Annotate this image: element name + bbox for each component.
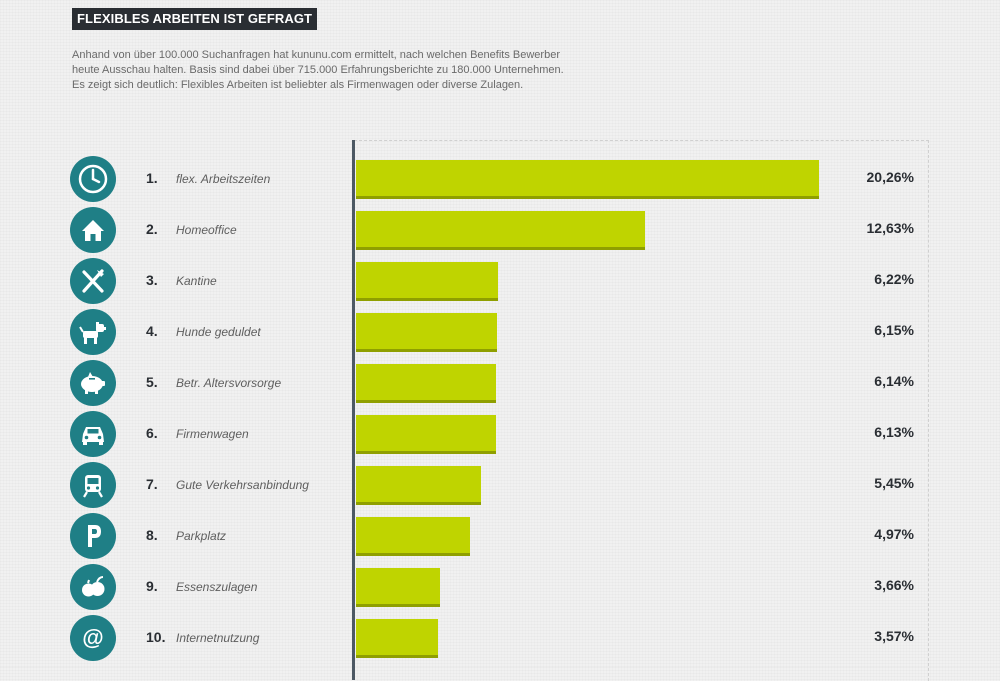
rank-label: 3. xyxy=(146,272,158,288)
chart-row: 3. Kantine 6,22% xyxy=(0,258,1000,309)
piggy-bank-icon xyxy=(70,360,116,406)
bar xyxy=(356,466,481,502)
chart-row: 6. Firmenwagen 6,13% xyxy=(0,411,1000,462)
bar xyxy=(356,517,470,553)
rank-label: 5. xyxy=(146,374,158,390)
category-label: Essenszulagen xyxy=(176,580,258,594)
train-icon xyxy=(70,462,116,508)
parking-icon xyxy=(70,513,116,559)
category-label: Homeoffice xyxy=(176,223,237,237)
chart-row: @10. Internetnutzung 3,57% xyxy=(0,615,1000,666)
bar xyxy=(356,211,645,247)
intro-line: Es zeigt sich deutlich: Flexibles Arbeit… xyxy=(72,79,524,91)
category-label: Kantine xyxy=(176,274,217,288)
category-label: Firmenwagen xyxy=(176,427,249,441)
value-label: 20,26% xyxy=(866,169,914,185)
rank-label: 6. xyxy=(146,425,158,441)
value-label: 6,14% xyxy=(874,373,914,389)
y-axis-line xyxy=(352,140,355,680)
house-icon xyxy=(70,207,116,253)
rank-label: 10. xyxy=(146,629,166,645)
clock-icon xyxy=(70,156,116,202)
rank-label: 4. xyxy=(146,323,158,339)
value-label: 6,15% xyxy=(874,322,914,338)
bar xyxy=(356,364,496,400)
bar xyxy=(356,313,497,349)
intro-text: Anhand von über 100.000 Suchanfragen hat… xyxy=(72,48,632,93)
chart-row: 7. Gute Verkehrsanbindung 5,45% xyxy=(0,462,1000,513)
category-label: Hunde geduldet xyxy=(176,325,261,339)
rank-label: 9. xyxy=(146,578,158,594)
value-label: 3,57% xyxy=(874,628,914,644)
bar xyxy=(356,160,819,196)
fruit-icon xyxy=(70,564,116,610)
category-label: Gute Verkehrsanbindung xyxy=(176,478,309,492)
svg-text:@: @ xyxy=(82,625,103,650)
rank-label: 1. xyxy=(146,170,158,186)
rank-label: 8. xyxy=(146,527,158,543)
chart-row: 5. Betr. Altersvorsorge 6,14% xyxy=(0,360,1000,411)
car-icon xyxy=(70,411,116,457)
rank-label: 2. xyxy=(146,221,158,237)
chart-row: 4. Hunde geduldet 6,15% xyxy=(0,309,1000,360)
value-label: 5,45% xyxy=(874,475,914,491)
at-sign-icon: @ xyxy=(70,615,116,661)
chart-row: 2. Homeoffice 12,63% xyxy=(0,207,1000,258)
plot-frame xyxy=(354,140,929,681)
dog-icon xyxy=(70,309,116,355)
rank-label: 7. xyxy=(146,476,158,492)
category-label: flex. Arbeitszeiten xyxy=(176,172,271,186)
chart-row: 8. Parkplatz 4,97% xyxy=(0,513,1000,564)
category-label: Internetnutzung xyxy=(176,631,260,645)
bar xyxy=(356,262,498,298)
chart-row: 9. Essenszulagen 3,66% xyxy=(0,564,1000,615)
category-label: Parkplatz xyxy=(176,529,227,543)
bar xyxy=(356,415,496,451)
bar xyxy=(356,568,440,604)
page-title: FLEXIBLES ARBEITEN IST GEFRAGT xyxy=(72,8,318,30)
value-label: 4,97% xyxy=(874,526,914,542)
intro-line: heute Ausschau halten. Basis sind dabei … xyxy=(72,64,564,76)
value-label: 3,66% xyxy=(874,577,914,593)
value-label: 6,13% xyxy=(874,424,914,440)
bar xyxy=(356,619,438,655)
value-label: 6,22% xyxy=(874,271,914,287)
cutlery-icon xyxy=(70,258,116,304)
intro-line: Anhand von über 100.000 Suchanfragen hat… xyxy=(72,49,560,61)
chart-row: 1. flex. Arbeitszeiten 20,26% xyxy=(0,156,1000,207)
category-label: Betr. Altersvorsorge xyxy=(176,376,282,390)
value-label: 12,63% xyxy=(866,220,914,236)
